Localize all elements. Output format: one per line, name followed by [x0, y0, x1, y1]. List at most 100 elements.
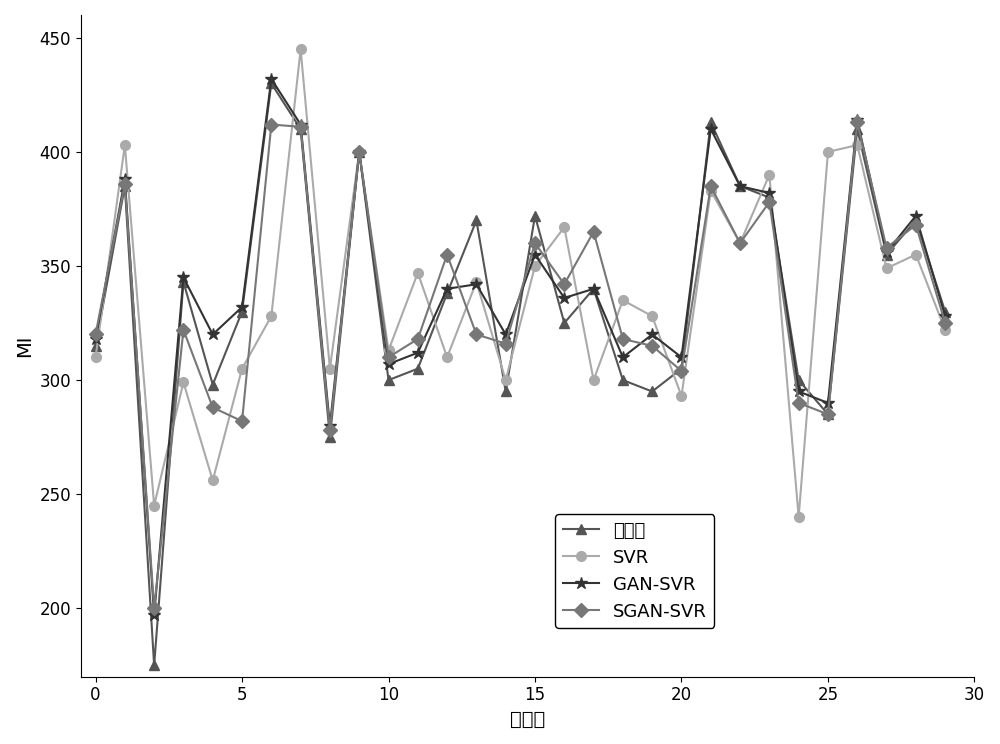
GAN-SVR — [793, 387, 805, 396]
真实値 — [353, 147, 365, 156]
SVR — [851, 141, 863, 150]
Y-axis label: MI: MI — [15, 335, 34, 357]
真实値 — [558, 318, 570, 327]
GAN-SVR — [90, 335, 102, 344]
SVR — [822, 147, 834, 156]
真实値 — [177, 278, 189, 286]
SGAN-SVR — [236, 417, 248, 426]
X-axis label: 样本数: 样本数 — [510, 710, 545, 729]
SVR — [529, 262, 541, 271]
SGAN-SVR — [119, 179, 131, 188]
SGAN-SVR — [207, 403, 219, 412]
真实値 — [910, 216, 922, 225]
真实値 — [383, 376, 395, 385]
GAN-SVR — [295, 120, 307, 129]
GAN-SVR — [148, 611, 160, 620]
GAN-SVR — [910, 211, 922, 220]
GAN-SVR — [412, 348, 424, 357]
GAN-SVR — [529, 250, 541, 259]
SVR — [90, 353, 102, 362]
GAN-SVR — [265, 74, 277, 83]
SGAN-SVR — [148, 604, 160, 613]
真实値 — [207, 380, 219, 389]
SVR — [558, 222, 570, 231]
真实値 — [881, 250, 893, 259]
真实値 — [822, 410, 834, 419]
SVR — [441, 353, 453, 362]
SVR — [910, 250, 922, 259]
真实値 — [705, 118, 717, 126]
SVR — [646, 312, 658, 321]
SVR — [675, 391, 687, 400]
Line: SGAN-SVR: SGAN-SVR — [91, 118, 950, 613]
真实値 — [617, 376, 629, 385]
GAN-SVR — [881, 248, 893, 257]
GAN-SVR — [324, 421, 336, 430]
SVR — [939, 325, 951, 334]
GAN-SVR — [588, 284, 600, 293]
GAN-SVR — [558, 293, 570, 302]
真实値 — [412, 365, 424, 373]
真实値 — [588, 284, 600, 293]
SVR — [353, 147, 365, 156]
GAN-SVR — [705, 125, 717, 134]
SVR — [324, 365, 336, 373]
GAN-SVR — [353, 147, 365, 156]
SGAN-SVR — [412, 335, 424, 344]
SGAN-SVR — [851, 118, 863, 126]
SVR — [236, 365, 248, 373]
SGAN-SVR — [265, 120, 277, 129]
SGAN-SVR — [90, 330, 102, 339]
SGAN-SVR — [177, 325, 189, 334]
GAN-SVR — [177, 273, 189, 282]
SGAN-SVR — [529, 239, 541, 248]
GAN-SVR — [617, 353, 629, 362]
GAN-SVR — [675, 353, 687, 362]
真实値 — [763, 193, 775, 202]
SVR — [265, 312, 277, 321]
真实値 — [793, 376, 805, 385]
SVR — [793, 513, 805, 522]
SVR — [734, 239, 746, 248]
真实値 — [119, 182, 131, 190]
SVR — [617, 296, 629, 305]
SGAN-SVR — [705, 182, 717, 190]
SGAN-SVR — [881, 243, 893, 252]
SVR — [412, 269, 424, 278]
SGAN-SVR — [822, 410, 834, 419]
真实値 — [851, 125, 863, 134]
SGAN-SVR — [470, 330, 482, 339]
GAN-SVR — [207, 330, 219, 339]
SVR — [705, 186, 717, 195]
Line: 真实値: 真实値 — [91, 79, 950, 670]
SGAN-SVR — [939, 318, 951, 327]
SVR — [295, 45, 307, 54]
SGAN-SVR — [500, 339, 512, 348]
真实値 — [500, 387, 512, 396]
GAN-SVR — [383, 359, 395, 368]
GAN-SVR — [500, 330, 512, 339]
SVR — [763, 170, 775, 179]
真实値 — [734, 182, 746, 190]
GAN-SVR — [236, 303, 248, 312]
SGAN-SVR — [763, 198, 775, 207]
SVR — [588, 376, 600, 385]
SVR — [148, 501, 160, 510]
GAN-SVR — [763, 188, 775, 197]
真实値 — [441, 289, 453, 298]
Legend: 真实値, SVR, GAN-SVR, SGAN-SVR: 真实値, SVR, GAN-SVR, SGAN-SVR — [555, 514, 714, 628]
Line: GAN-SVR: GAN-SVR — [89, 73, 951, 621]
SGAN-SVR — [353, 147, 365, 156]
真实値 — [148, 661, 160, 670]
SVR — [119, 141, 131, 150]
GAN-SVR — [822, 399, 834, 408]
SGAN-SVR — [324, 426, 336, 434]
GAN-SVR — [441, 284, 453, 293]
SGAN-SVR — [383, 353, 395, 362]
真实値 — [646, 387, 658, 396]
SGAN-SVR — [588, 228, 600, 237]
真实値 — [529, 211, 541, 220]
真实値 — [470, 216, 482, 225]
SGAN-SVR — [441, 250, 453, 259]
GAN-SVR — [734, 182, 746, 190]
